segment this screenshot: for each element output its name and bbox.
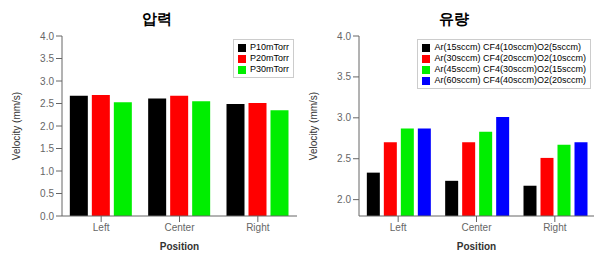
svg-text:4.0: 4.0 bbox=[337, 31, 351, 42]
html-text:Ar(15sccm) CF4(10sccm)O2(5sccm: Ar(15sccm) CF4(10sccm)O2(5sccm) bbox=[434, 42, 581, 52]
html-text:Ar(45sccm) CF4(30sccm)O2(15scc: Ar(45sccm) CF4(30sccm)O2(15sccm) bbox=[434, 64, 586, 74]
html-text:Ar(60sccm) CF4(40sccm)O2(20scc: Ar(60sccm) CF4(40sccm)O2(20sccm) bbox=[434, 75, 586, 85]
html-text:P20mTorr: P20mTorr bbox=[250, 53, 289, 63]
svg-text:3.5: 3.5 bbox=[40, 53, 54, 64]
svg-text:Center: Center bbox=[461, 222, 492, 233]
svg-text:3.0: 3.0 bbox=[337, 112, 351, 123]
svg-text:Right: Right bbox=[246, 222, 270, 233]
svg-text:0.5: 0.5 bbox=[40, 188, 54, 199]
html-text:P30mTorr: P30mTorr bbox=[250, 64, 289, 74]
svg-text:3.5: 3.5 bbox=[337, 71, 351, 82]
html-text:Ar(30sccm) CF4(20sccm)O2(10scc: Ar(30sccm) CF4(20sccm)O2(10sccm) bbox=[434, 53, 586, 63]
svg-text:Velocity (mm/s): Velocity (mm/s) bbox=[11, 92, 22, 160]
svg-text:2.5: 2.5 bbox=[337, 153, 351, 164]
svg-text:2.5: 2.5 bbox=[40, 98, 54, 109]
svg-text:Left: Left bbox=[93, 222, 110, 233]
svg-text:1.0: 1.0 bbox=[40, 166, 54, 177]
svg-text:3.0: 3.0 bbox=[40, 76, 54, 87]
svg-text:Velocity (mm/s): Velocity (mm/s) bbox=[308, 92, 319, 160]
svg-text:1.5: 1.5 bbox=[40, 143, 54, 154]
html-text:P10mTorr: P10mTorr bbox=[250, 42, 289, 52]
svg-text:Right: Right bbox=[543, 222, 567, 233]
svg-text:0.0: 0.0 bbox=[40, 211, 54, 222]
svg-text:4.0: 4.0 bbox=[40, 31, 54, 42]
html-text:유량: 유량 bbox=[438, 10, 469, 27]
svg-text:2.0: 2.0 bbox=[40, 121, 54, 132]
svg-text:Position: Position bbox=[160, 241, 199, 252]
html-text:압력: 압력 bbox=[141, 10, 172, 27]
svg-text:Center: Center bbox=[164, 222, 195, 233]
svg-text:Left: Left bbox=[390, 222, 407, 233]
svg-text:Position: Position bbox=[457, 241, 496, 252]
svg-text:2.0: 2.0 bbox=[337, 194, 351, 205]
